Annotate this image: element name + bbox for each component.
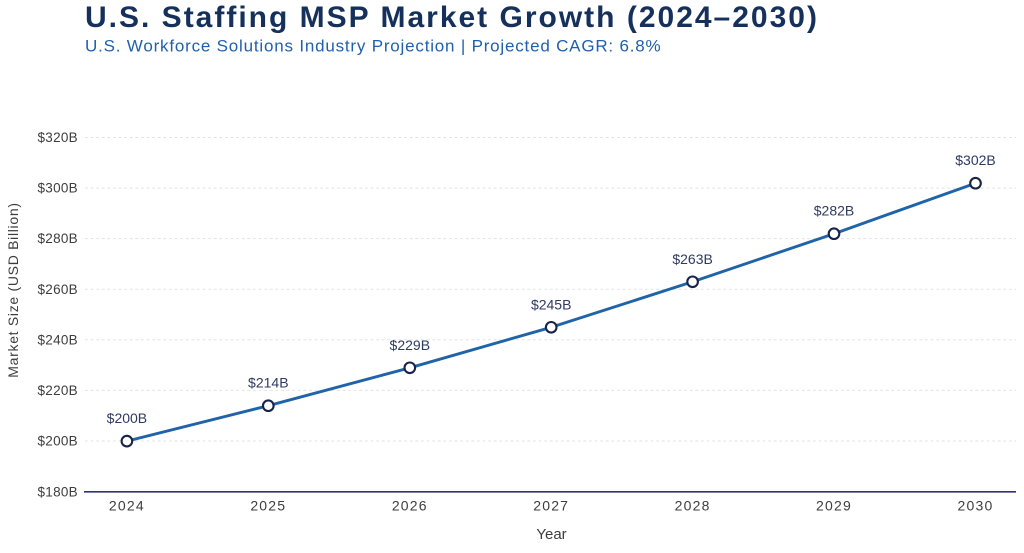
svg-text:$300B: $300B: [37, 181, 78, 196]
svg-text:2027: 2027: [533, 497, 569, 513]
svg-text:U.S. Staffing MSP Market Growt: U.S. Staffing MSP Market Growth (2024–20…: [85, 1, 819, 34]
svg-text:2024: 2024: [109, 497, 145, 513]
svg-text:Year: Year: [536, 526, 566, 543]
svg-text:$214B: $214B: [248, 375, 288, 391]
svg-text:$302B: $302B: [955, 152, 995, 168]
svg-text:$200B: $200B: [107, 410, 147, 426]
svg-text:$260B: $260B: [37, 282, 78, 297]
svg-text:$280B: $280B: [37, 231, 78, 246]
svg-text:$180B: $180B: [37, 484, 78, 499]
svg-text:2026: 2026: [392, 497, 428, 513]
svg-text:$282B: $282B: [814, 203, 854, 219]
svg-text:2030: 2030: [958, 497, 994, 513]
svg-text:U.S. Workforce Solutions Indus: U.S. Workforce Solutions Industry Projec…: [85, 37, 661, 56]
svg-text:$245B: $245B: [531, 296, 571, 312]
svg-text:2029: 2029: [816, 497, 852, 513]
svg-text:$229B: $229B: [390, 337, 430, 353]
svg-text:$263B: $263B: [672, 251, 712, 267]
svg-text:2028: 2028: [675, 497, 711, 513]
svg-text:Market Size (USD Billion): Market Size (USD Billion): [5, 202, 21, 377]
svg-text:2025: 2025: [250, 497, 286, 513]
svg-text:$200B: $200B: [37, 434, 78, 449]
svg-text:$240B: $240B: [37, 332, 78, 347]
svg-text:$320B: $320B: [37, 130, 78, 145]
svg-text:$220B: $220B: [37, 383, 78, 398]
